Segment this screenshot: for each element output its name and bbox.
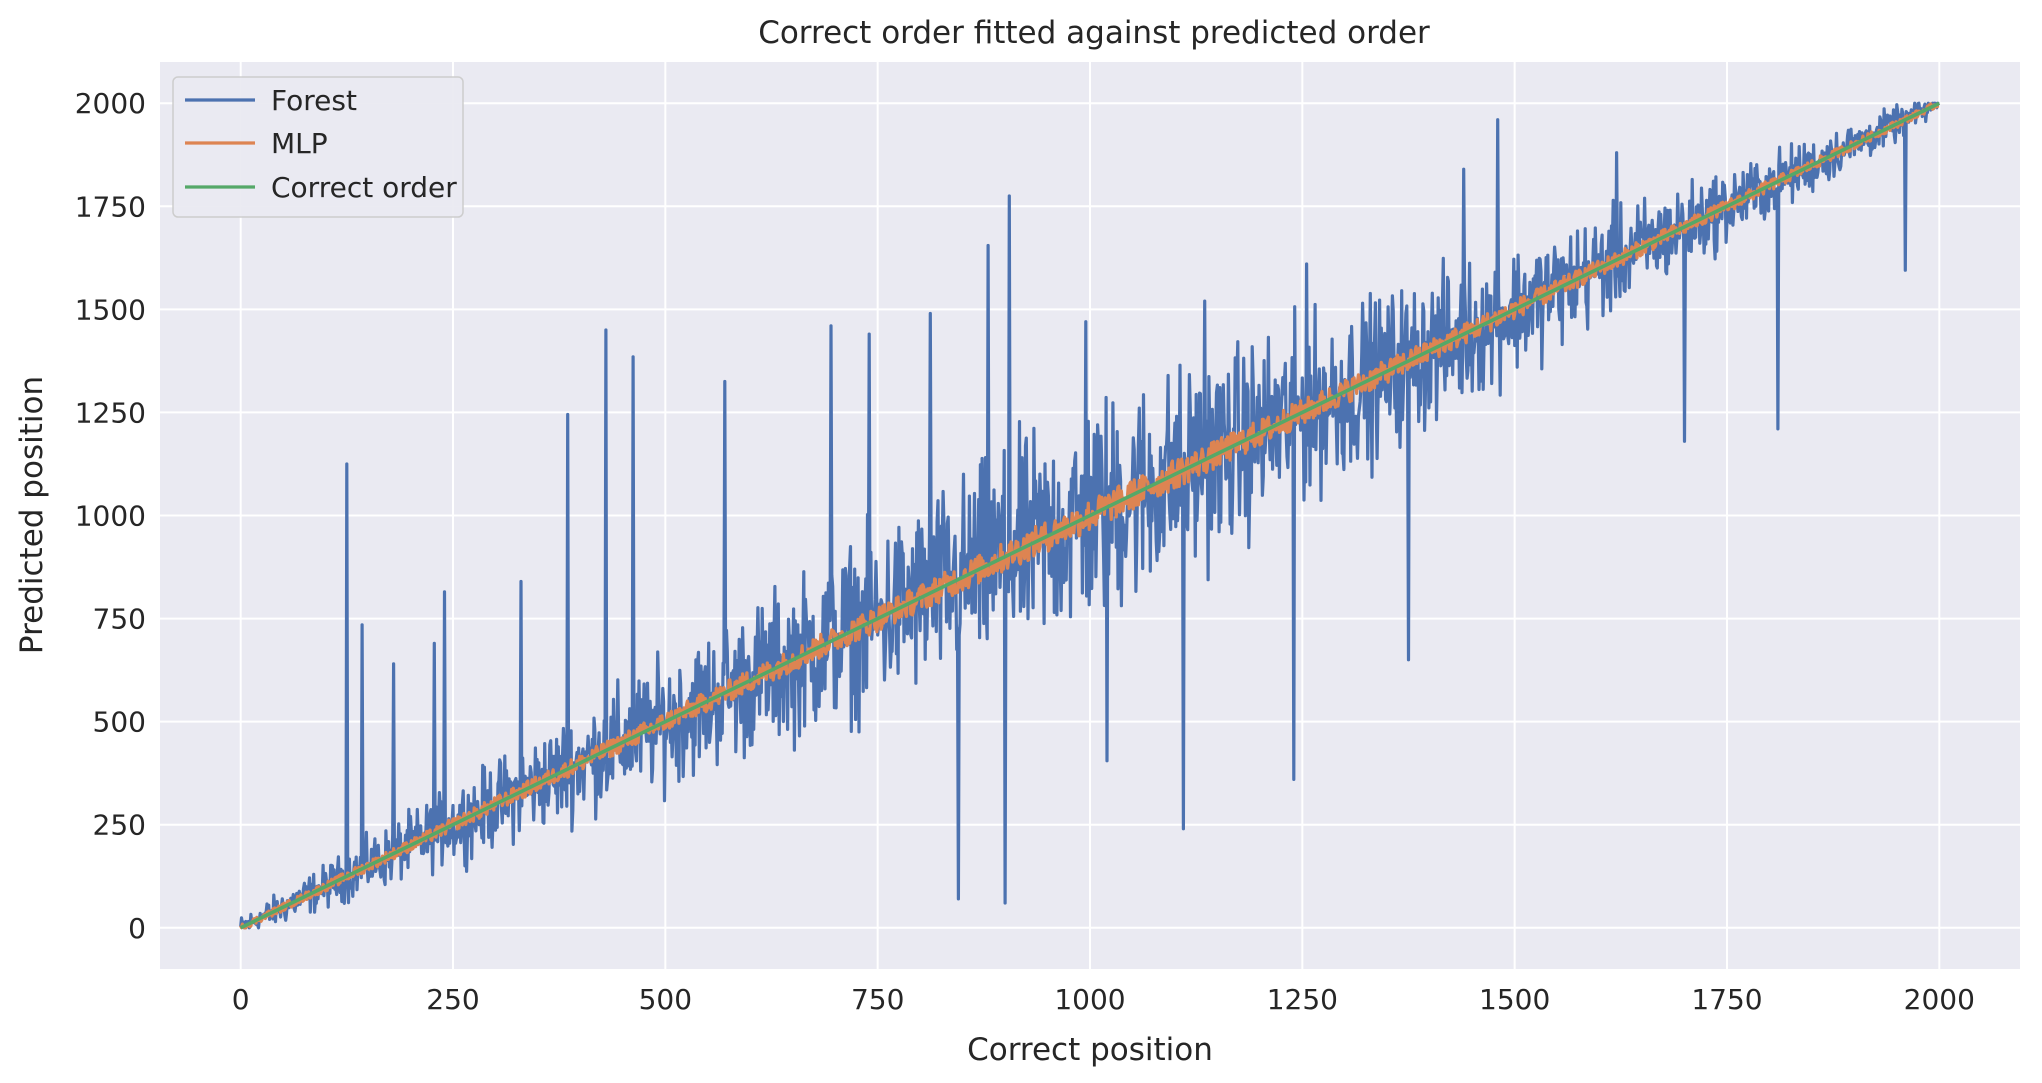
x-tick-label: 750 (851, 983, 904, 1016)
legend: Forest MLP Correct order (172, 76, 464, 218)
y-tick-label: 2000 (75, 87, 146, 120)
x-tick-label: 1000 (1054, 983, 1125, 1016)
x-tick-label: 1750 (1691, 983, 1762, 1016)
x-tick-labels: 0 250 500 750 1000 1250 1500 1750 2000 (232, 983, 1975, 1016)
y-tick-label: 750 (93, 603, 146, 636)
y-axis-label: Predicted position (14, 376, 50, 654)
y-tick-labels: 0 250 500 750 1000 1250 1500 1750 2000 (75, 87, 146, 945)
legend-box (172, 76, 464, 218)
x-tick-label: 0 (232, 983, 250, 1016)
series-mlp-line (239, 102, 1940, 930)
y-tick-label: 500 (93, 706, 146, 739)
y-tick-label: 1500 (75, 293, 146, 326)
y-tick-label: 0 (128, 912, 146, 945)
legend-mlp-label: MLP (271, 127, 328, 160)
chart-title: Correct order fitted against predicted o… (758, 15, 1430, 51)
x-tick-label: 1250 (1267, 983, 1338, 1016)
y-tick-label: 250 (93, 809, 146, 842)
series-layer (239, 101, 1941, 930)
y-tick-label: 1000 (75, 500, 146, 533)
x-tick-label: 2000 (1904, 983, 1975, 1016)
series-correct-order-line (239, 101, 1941, 930)
x-tick-label: 250 (426, 983, 479, 1016)
legend-correct-order-label: Correct order (271, 171, 457, 204)
y-tick-label: 1250 (75, 396, 146, 429)
x-tick-label: 500 (639, 983, 692, 1016)
x-tick-label: 1500 (1479, 983, 1550, 1016)
y-tick-label: 1750 (75, 190, 146, 223)
x-axis-label: Correct position (967, 1032, 1213, 1068)
legend-forest-label: Forest (271, 84, 357, 117)
